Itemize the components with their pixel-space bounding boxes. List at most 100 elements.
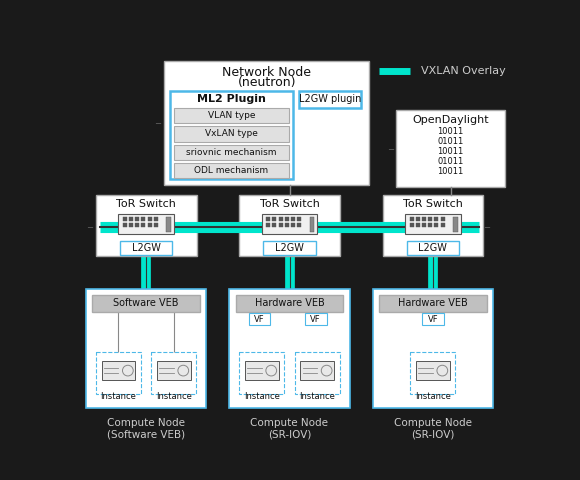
Text: L2GW: L2GW [275, 243, 304, 253]
Text: VXLAN Overlay: VXLAN Overlay [421, 66, 506, 76]
Bar [174, 126, 289, 142]
Bar [379, 295, 487, 312]
Text: L2GW: L2GW [132, 243, 161, 253]
Bar [230, 288, 350, 408]
Bar [295, 352, 340, 394]
Bar [411, 352, 455, 394]
Bar [273, 223, 276, 227]
Bar [174, 144, 289, 160]
Bar [142, 223, 146, 227]
Text: (neutron): (neutron) [237, 76, 296, 89]
Bar [422, 217, 426, 221]
Text: VF: VF [254, 314, 265, 324]
Bar [245, 361, 278, 380]
Bar [235, 295, 343, 312]
Bar [266, 217, 270, 221]
Bar [409, 217, 414, 221]
Text: Network Node: Network Node [222, 66, 311, 79]
Bar [96, 195, 197, 256]
Text: Compute Node
(SR-IOV): Compute Node (SR-IOV) [251, 418, 328, 440]
Bar [273, 217, 276, 221]
Bar [285, 223, 289, 227]
Text: VF: VF [427, 314, 438, 324]
Bar [151, 352, 196, 394]
Bar [434, 217, 438, 221]
Text: Compute Node
(SR-IOV): Compute Node (SR-IOV) [394, 418, 472, 440]
Text: Hardware VEB: Hardware VEB [255, 298, 324, 308]
Bar [164, 61, 369, 185]
Bar [123, 217, 127, 221]
Bar [453, 217, 458, 232]
Bar [382, 195, 483, 256]
Bar [142, 217, 146, 221]
Bar [154, 223, 158, 227]
Text: ─: ─ [87, 223, 92, 231]
Text: 01011: 01011 [437, 137, 464, 146]
Bar [129, 223, 133, 227]
Bar [249, 313, 270, 325]
Text: L2GW plugin: L2GW plugin [299, 94, 361, 104]
Bar [297, 223, 301, 227]
Text: 10011: 10011 [437, 167, 464, 176]
Text: Software VEB: Software VEB [113, 298, 179, 308]
Text: Instance: Instance [100, 392, 136, 401]
Bar [135, 217, 139, 221]
Text: ODL mechanism: ODL mechanism [194, 166, 269, 175]
Bar [305, 313, 327, 325]
Bar [262, 214, 317, 234]
Bar [154, 217, 158, 221]
Text: ToR Switch: ToR Switch [116, 199, 176, 209]
Text: Instance: Instance [415, 392, 451, 401]
Bar [373, 288, 493, 408]
Bar [120, 241, 172, 255]
Bar [266, 223, 270, 227]
Bar [416, 217, 420, 221]
Text: 01011: 01011 [437, 157, 464, 166]
Bar [92, 295, 200, 312]
Bar [285, 217, 289, 221]
Bar [135, 223, 139, 227]
Bar [422, 313, 444, 325]
Bar [428, 223, 432, 227]
Text: ─: ─ [484, 223, 489, 231]
Text: VxLAN type: VxLAN type [205, 129, 258, 138]
Bar [299, 91, 361, 108]
Bar [123, 223, 127, 227]
Bar [263, 241, 316, 255]
Bar [148, 223, 151, 227]
Bar [174, 108, 289, 123]
Bar [428, 217, 432, 221]
Text: ToR Switch: ToR Switch [403, 199, 463, 209]
Text: 10011: 10011 [437, 147, 464, 156]
Bar [129, 217, 133, 221]
Bar [310, 217, 314, 232]
Bar [422, 223, 426, 227]
Bar [166, 217, 171, 232]
Bar [96, 352, 141, 394]
Bar [416, 361, 450, 380]
Bar [174, 163, 289, 179]
Bar [278, 217, 282, 221]
Text: 10011: 10011 [437, 127, 464, 136]
Bar [291, 217, 295, 221]
Bar [409, 223, 414, 227]
Bar [300, 361, 334, 380]
Bar [278, 223, 282, 227]
Text: ML2 Plugin: ML2 Plugin [197, 94, 266, 104]
Bar [397, 110, 505, 187]
Bar [118, 214, 174, 234]
Text: ToR Switch: ToR Switch [260, 199, 320, 209]
Text: VLAN type: VLAN type [208, 111, 255, 120]
Bar [407, 241, 459, 255]
Text: sriovnic mechanism: sriovnic mechanism [186, 148, 277, 157]
Bar [240, 352, 284, 394]
Bar [239, 195, 340, 256]
Bar [86, 288, 206, 408]
Text: Hardware VEB: Hardware VEB [398, 298, 467, 308]
Text: Compute Node
(Software VEB): Compute Node (Software VEB) [107, 418, 185, 440]
Text: ─: ─ [388, 144, 393, 153]
Bar [170, 91, 292, 179]
Bar [405, 214, 461, 234]
Text: OpenDaylight: OpenDaylight [412, 115, 489, 125]
Bar [102, 361, 135, 380]
